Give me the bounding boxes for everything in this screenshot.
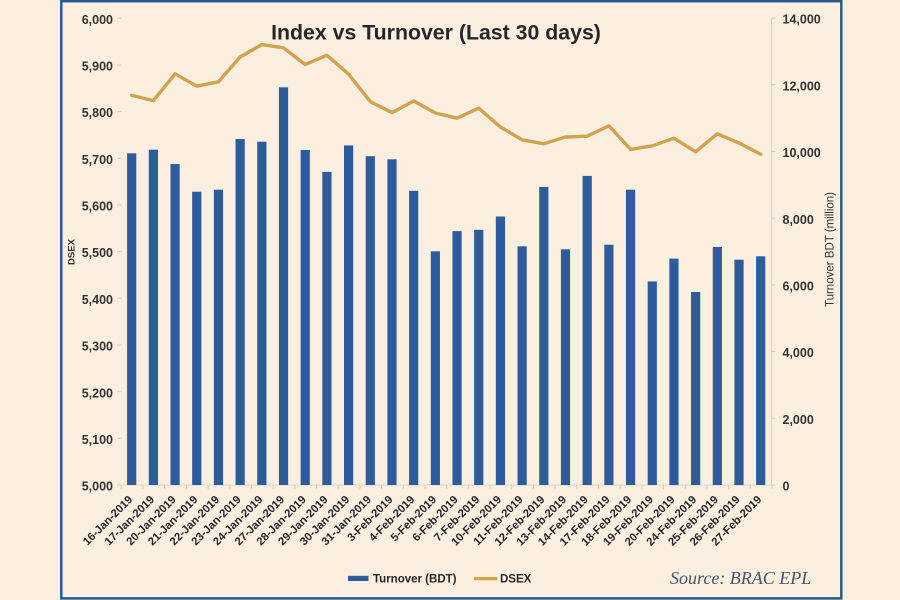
svg-text:0: 0 <box>783 480 790 494</box>
svg-text:14,000: 14,000 <box>783 13 821 27</box>
svg-text:5,800: 5,800 <box>82 106 113 120</box>
svg-text:5,300: 5,300 <box>82 340 113 354</box>
svg-text:5,700: 5,700 <box>82 153 113 167</box>
svg-text:8,000: 8,000 <box>783 213 814 227</box>
svg-text:4,000: 4,000 <box>783 346 814 360</box>
svg-text:Source: BRAC EPL: Source: BRAC EPL <box>670 568 811 588</box>
svg-text:DSEX: DSEX <box>67 238 78 265</box>
svg-text:6,000: 6,000 <box>82 13 113 27</box>
svg-text:Index vs Turnover (Last 30 day: Index vs Turnover (Last 30 days) <box>271 21 601 45</box>
svg-text:12,000: 12,000 <box>783 79 821 93</box>
svg-text:Turnover BDT (million): Turnover BDT (million) <box>825 192 837 307</box>
svg-text:5,100: 5,100 <box>82 433 113 447</box>
svg-text:5,200: 5,200 <box>82 386 113 400</box>
svg-text:5,600: 5,600 <box>82 200 113 214</box>
svg-text:5,400: 5,400 <box>82 293 113 307</box>
svg-text:Turnover (BDT): Turnover (BDT) <box>373 574 457 586</box>
svg-text:2,000: 2,000 <box>783 413 814 427</box>
svg-text:5,000: 5,000 <box>82 480 113 494</box>
svg-text:6,000: 6,000 <box>783 280 814 294</box>
svg-text:10,000: 10,000 <box>783 146 821 160</box>
svg-text:5,900: 5,900 <box>82 60 113 74</box>
svg-text:DSEX: DSEX <box>500 574 532 586</box>
svg-text:5,500: 5,500 <box>82 246 113 260</box>
